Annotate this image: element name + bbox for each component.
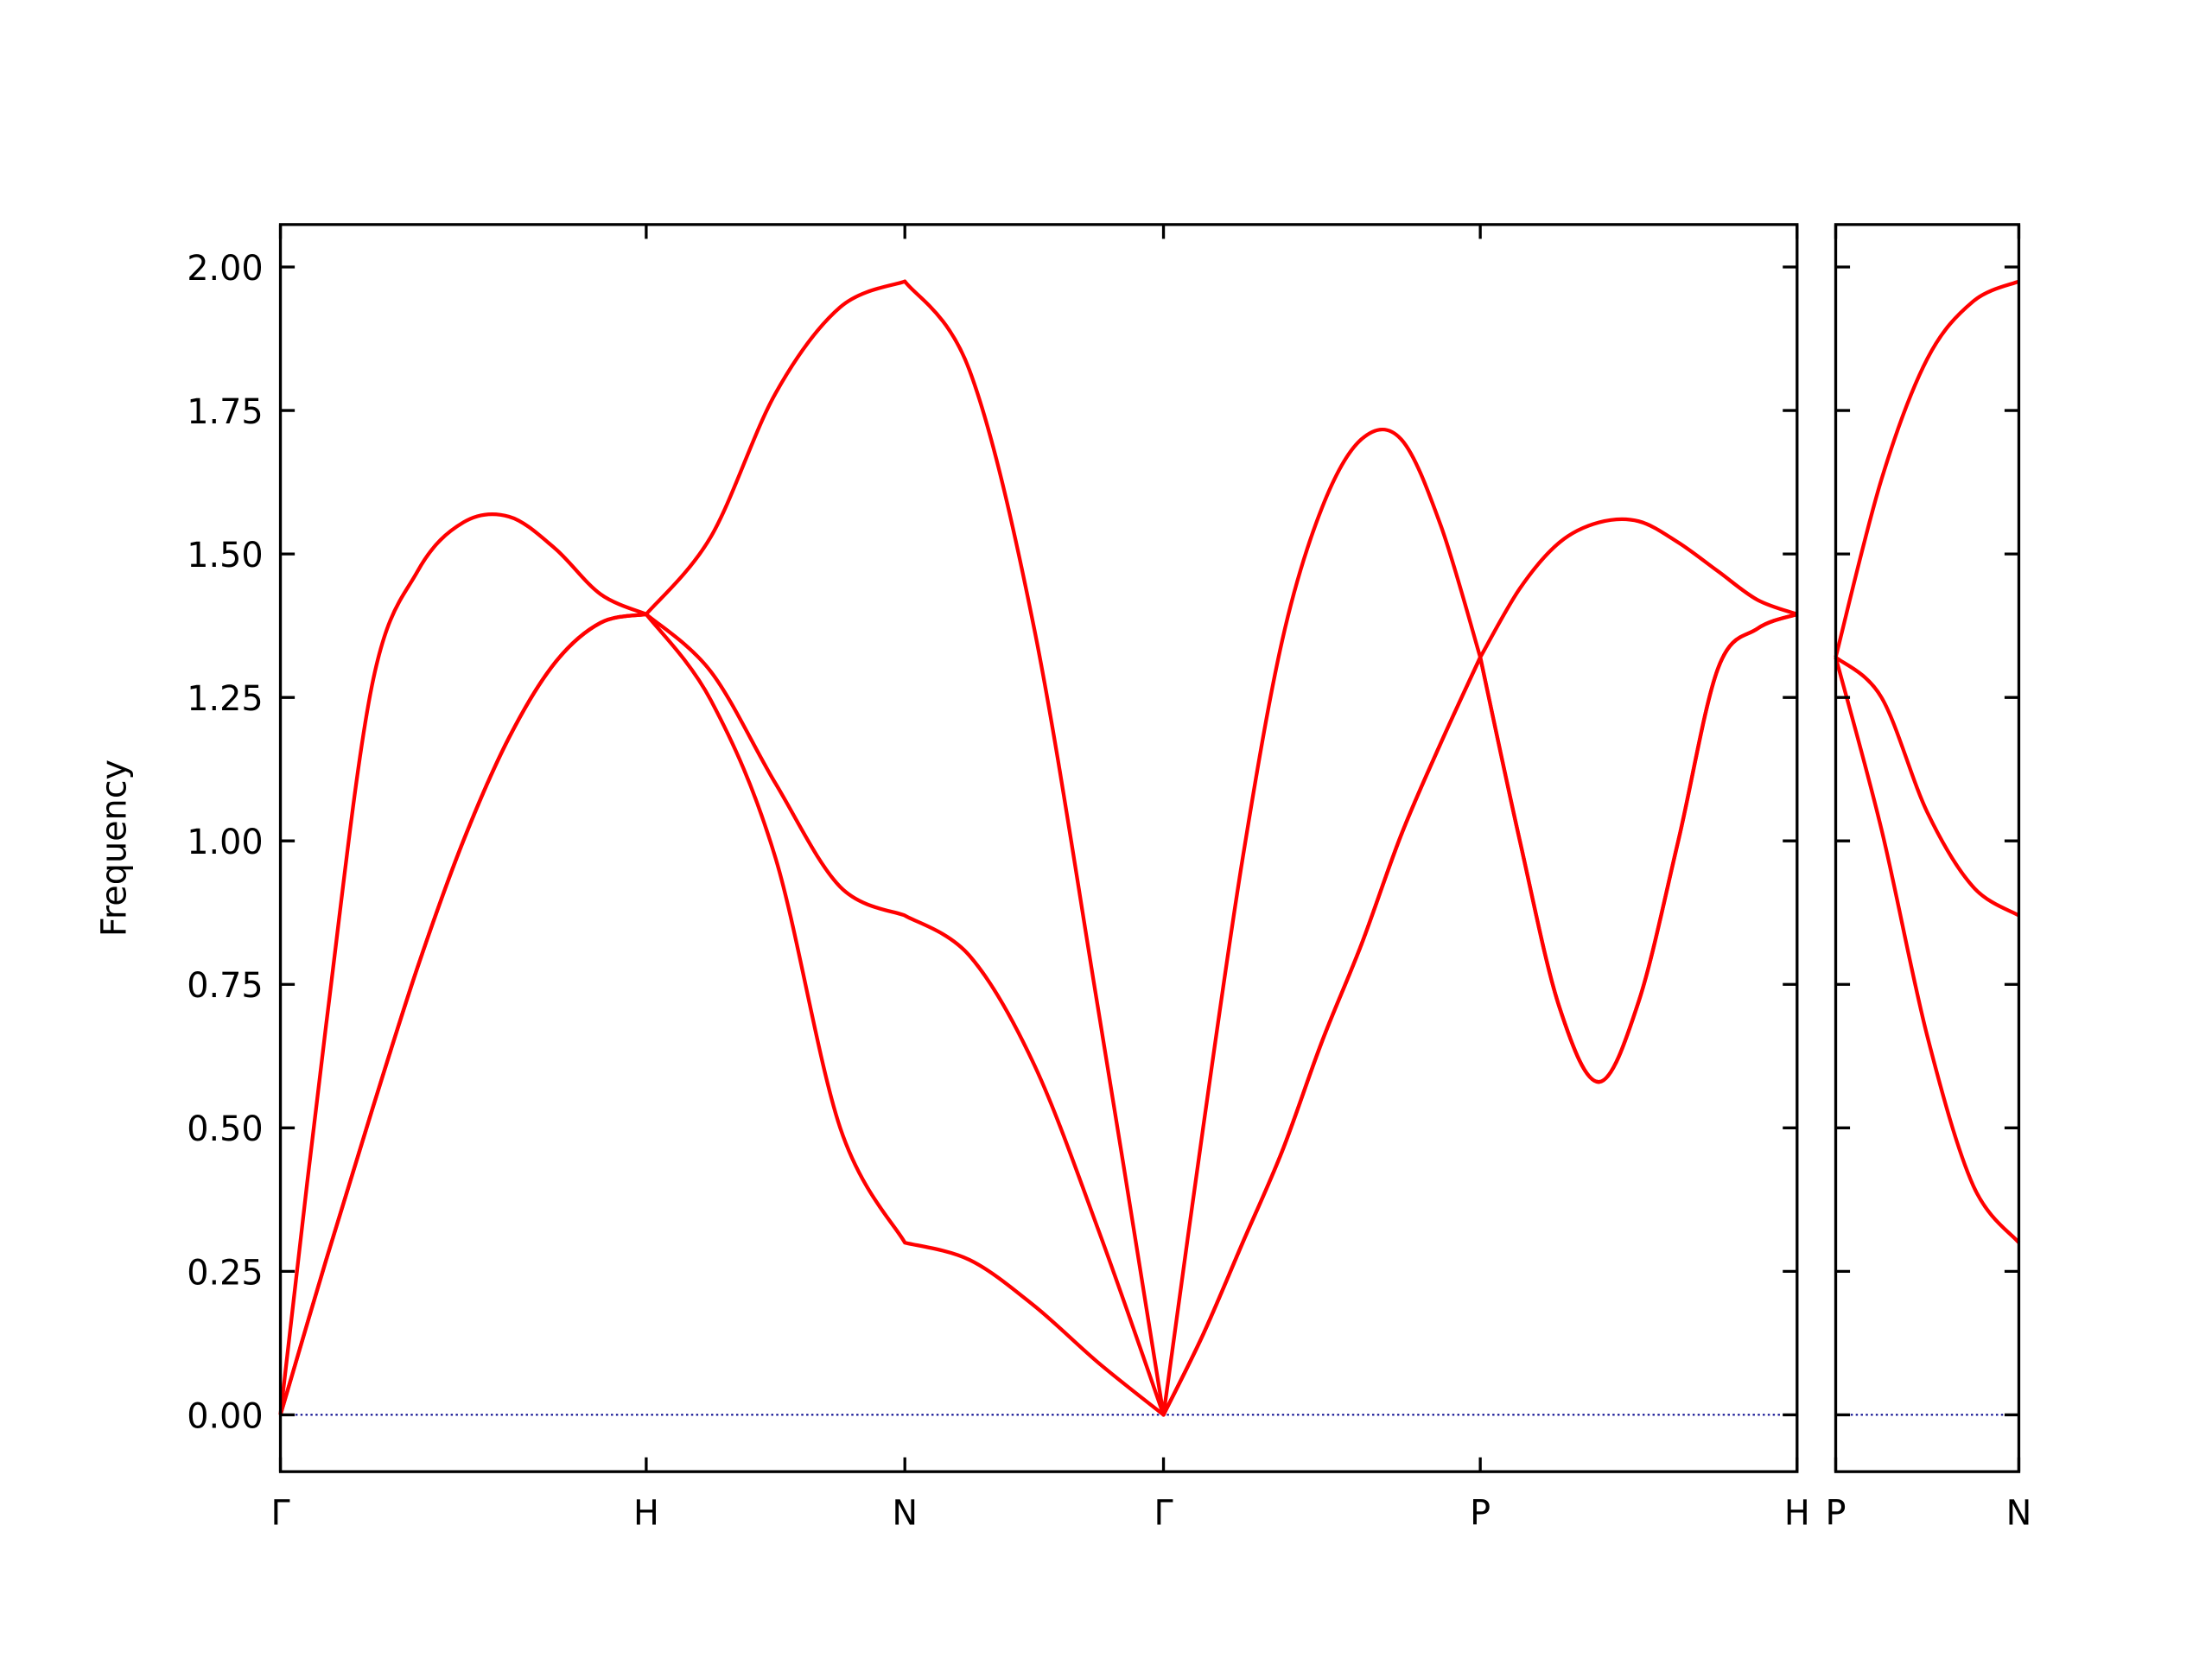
y-tick-label: 1.25 <box>187 679 263 719</box>
plot-frame <box>1834 223 2021 1473</box>
band-line <box>278 612 1798 1417</box>
plot-frame <box>278 223 1799 1473</box>
x-tick-label: H <box>1784 1493 1810 1533</box>
y-tick-label: 1.00 <box>187 823 263 862</box>
x-tick-label: Γ <box>1154 1493 1173 1533</box>
band-line <box>278 612 1798 1417</box>
x-tick-label: P <box>1470 1493 1491 1533</box>
y-tick-label: 0.00 <box>187 1396 263 1436</box>
x-tick-label: N <box>2006 1493 2032 1533</box>
y-tick-label: 0.25 <box>187 1253 263 1293</box>
band-line <box>278 279 1798 1417</box>
y-tick-label: 0.75 <box>187 966 263 1006</box>
y-tick-label: 0.50 <box>187 1109 263 1149</box>
x-tick-label: H <box>633 1493 659 1533</box>
y-tick-label: 1.50 <box>187 536 263 575</box>
band-line <box>1834 279 2020 658</box>
x-tick-label: P <box>1826 1493 1847 1533</box>
y-axis-label: Frequency <box>95 760 135 937</box>
band-line <box>1834 655 2020 918</box>
band-line <box>1834 657 2021 1244</box>
y-tick-label: 2.00 <box>187 249 263 289</box>
x-tick-label: N <box>892 1493 918 1533</box>
x-tick-label: Γ <box>270 1493 289 1533</box>
y-tick-label: 1.75 <box>187 392 263 432</box>
